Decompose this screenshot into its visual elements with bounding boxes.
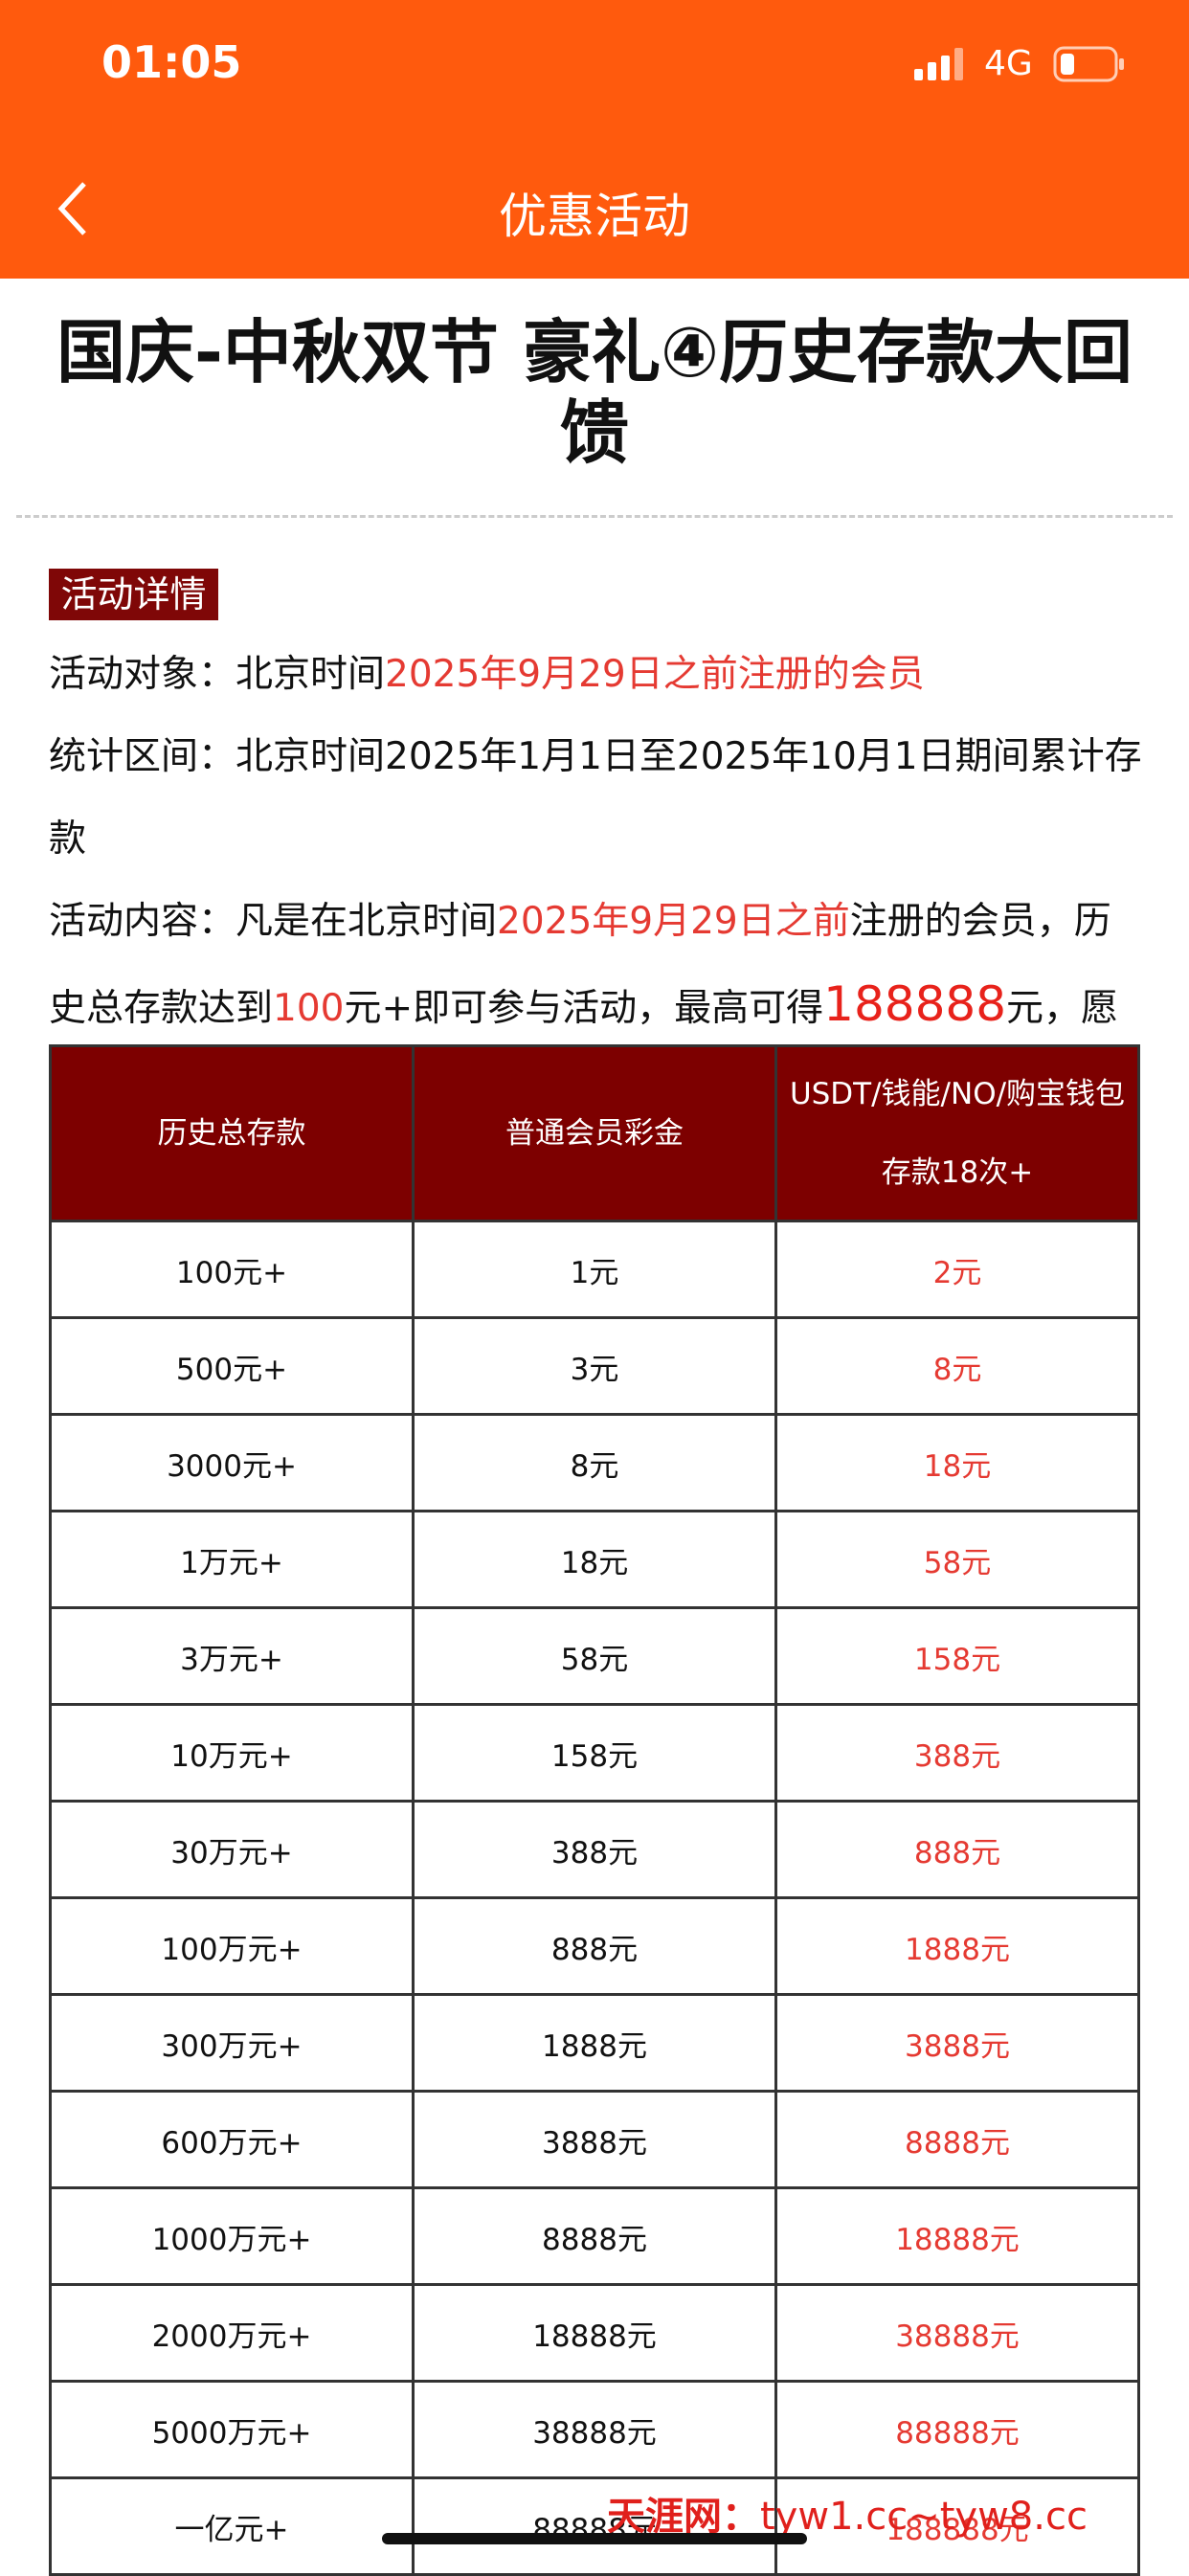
table-cell: 100万元+: [49, 1896, 415, 1996]
table-row: 3000元+ 8元 18元: [49, 1413, 1140, 1512]
table-cell: 18元: [774, 1413, 1140, 1512]
table-cell: 38888元: [412, 2380, 777, 2479]
table-cell: 158元: [412, 1703, 777, 1803]
table-cell: 158元: [774, 1606, 1140, 1706]
table-cell: 8888元: [774, 2090, 1140, 2189]
watermark: 天涯网：tyw1.cc~tyw8.cc: [607, 2485, 1088, 2541]
table-cell: 500元+: [49, 1316, 415, 1416]
table-cell: 1万元+: [49, 1510, 415, 1609]
section-label: 活动详情: [49, 569, 218, 620]
table-row: 30万元+ 388元 888元: [49, 1800, 1140, 1899]
table-cell: 18888元: [774, 2186, 1140, 2286]
text-segment: 元+即可参与活动，最高可得: [344, 987, 824, 1030]
article-title: 国庆-中秋双节 豪礼④历史存款大回馈: [56, 312, 1133, 473]
table-row: 1万元+ 18元 58元: [49, 1510, 1140, 1609]
table-row: 1000万元+ 8888元 18888元: [49, 2186, 1140, 2286]
table-row: 10万元+ 158元 388元: [49, 1703, 1140, 1803]
table-cell: 38888元: [774, 2283, 1140, 2383]
table-cell: 88888元: [412, 2476, 777, 2576]
watermark-site: 天涯网：: [607, 2495, 760, 2539]
table-cell: 3888元: [774, 1993, 1140, 2093]
back-button[interactable]: [54, 180, 92, 237]
divider: [16, 515, 1173, 518]
paragraph: 活动内容：凡是在北京时间2025年9月29日之前注册的会员，历史总存款达到100…: [49, 881, 1145, 1132]
reward-table: 历史总存款 普通会员彩金 USDT/钱能/NO/购宝钱包 存款18次+ 100元+ 1元 2…: [49, 1044, 1140, 2576]
table-cell: 2000万元+: [49, 2283, 415, 2383]
table-cell: 388元: [412, 1800, 777, 1899]
table-cell: 30万元+: [49, 1800, 415, 1899]
table-cell: 1000万元+: [49, 2186, 415, 2286]
header-cell: 普通会员彩金: [412, 1044, 777, 1222]
table-cell: 2元: [774, 1220, 1140, 1319]
table-cell: 一亿元+: [49, 2476, 415, 2576]
table-cell: 88888元: [774, 2380, 1140, 2479]
paragraph: 统计区间：北京时间2025年1月1日至2025年10月1日期间累计存款: [49, 716, 1145, 881]
table-cell: 58元: [412, 1606, 777, 1706]
table-cell: 888元: [774, 1800, 1140, 1899]
table-cell: 3000元+: [49, 1413, 415, 1512]
table-cell: 1元: [412, 1220, 777, 1319]
network-label: 4G: [984, 44, 1033, 83]
table-cell: 888元: [412, 1896, 777, 1996]
table-row: 300万元+ 1888元 3888元: [49, 1993, 1140, 2093]
battery-icon: [1053, 46, 1124, 82]
table-cell: 3888元: [412, 2090, 777, 2189]
table-row: 600万元+ 3888元 8888元: [49, 2090, 1140, 2189]
text-segment: 2025年9月29日之前注册的会员: [385, 653, 925, 696]
table-cell: 5000万元+: [49, 2380, 415, 2479]
table-cell: 388元: [774, 1703, 1140, 1803]
header-line: 存款18次+: [881, 1155, 1034, 1190]
table-cell: 3元: [412, 1316, 777, 1416]
table-cell: 18元: [412, 1510, 777, 1609]
table-cell: 8元: [774, 1316, 1140, 1416]
table-cell: 8888元: [412, 2186, 777, 2286]
table-cell: 18888元: [412, 2283, 777, 2383]
text-segment: 注册的会员，历史总存款达到: [49, 900, 1111, 1030]
table-row: 3万元+ 58元 158元: [49, 1606, 1140, 1706]
text-segment: 活动对象：北京时间: [49, 653, 386, 696]
text-segment: 统计区间：北京时间2025年1月1日至2025年10月1日期间累计存款: [49, 735, 1142, 861]
paragraph: 活动对象：北京时间2025年9月29日之前注册的会员: [49, 634, 1145, 716]
status-time: 01:05: [101, 36, 242, 88]
text-segment: 100: [273, 987, 345, 1030]
table-cell: 10万元+: [49, 1703, 415, 1803]
table-row: 2000万元+ 18888元 38888元: [49, 2283, 1140, 2383]
table-cell: 58元: [774, 1510, 1140, 1609]
table-row: 100元+ 1元 2元: [49, 1220, 1140, 1319]
text-segment: 2025年9月29日之前: [497, 900, 850, 943]
watermark-urls: tyw1.cc~tyw8.cc: [760, 2495, 1088, 2539]
nav-title: 优惠活动: [499, 189, 690, 244]
table-cell: 8元: [412, 1413, 777, 1512]
header-cell: USDT/钱能/NO/购宝钱包 存款18次+: [774, 1044, 1140, 1222]
paragraphs: 活动对象：北京时间2025年9月29日之前注册的会员统计区间：北京时间2025年…: [49, 634, 1145, 1132]
home-indicator: [382, 2533, 807, 2544]
signal-icon: [914, 48, 963, 80]
table-row: 100万元+ 888元 1888元: [49, 1896, 1140, 1996]
header: [0, 0, 1189, 279]
table-cell: 1888元: [774, 1896, 1140, 1996]
table-row: 500元+ 3元 8元: [49, 1316, 1140, 1416]
table-row: 5000万元+ 38888元 88888元: [49, 2380, 1140, 2479]
table-cell: 100元+: [49, 1220, 415, 1319]
header-cell: 历史总存款: [49, 1044, 415, 1222]
table-cell: 1888元: [412, 1993, 777, 2093]
text-segment: 188888: [823, 976, 1007, 1032]
table-cell: 300万元+: [49, 1993, 415, 2093]
table-cell: 600万元+: [49, 2090, 415, 2189]
table-cell: 3万元+: [49, 1606, 415, 1706]
table-row: 一亿元+ 88888元 188888元: [49, 2476, 1140, 2576]
header-line: USDT/钱能/NO/购宝钱包: [789, 1077, 1126, 1111]
header-row: 历史总存款 普通会员彩金 USDT/钱能/NO/购宝钱包 存款18次+: [49, 1044, 1140, 1222]
text-segment: 活动内容：凡是在北京时间: [49, 900, 498, 943]
